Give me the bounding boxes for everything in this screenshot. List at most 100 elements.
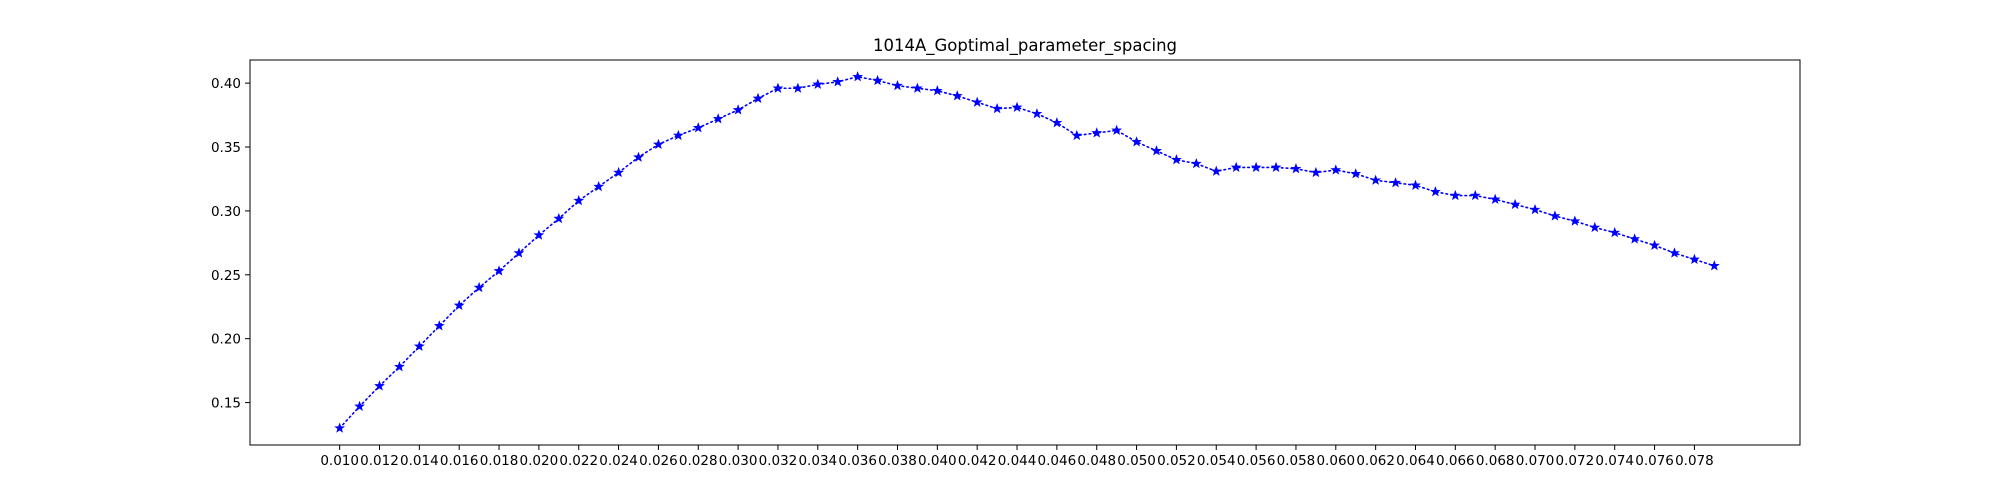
data-point [1210, 165, 1222, 176]
x-tick-label: 0.022 [559, 453, 598, 469]
data-point [1689, 253, 1700, 265]
x-tick-label: 0.044 [998, 453, 1037, 469]
y-tick-label: 0.20 [211, 332, 241, 348]
x-tick-label: 0.026 [639, 453, 678, 469]
x-tick-label: 0.056 [1237, 453, 1276, 469]
data-point [1669, 247, 1680, 258]
x-tick-label: 0.024 [599, 453, 638, 469]
data-point [1489, 193, 1501, 204]
data-point [1270, 161, 1282, 173]
data-point [1051, 117, 1063, 128]
x-tick-label: 0.046 [1038, 453, 1077, 469]
data-point [971, 96, 983, 107]
data-point [493, 265, 505, 276]
data-point [1071, 129, 1083, 141]
x-tick-label: 0.016 [440, 453, 479, 469]
data-point [712, 113, 724, 124]
data-point [912, 82, 923, 93]
data-point [832, 76, 844, 87]
x-tick-label: 0.036 [838, 453, 877, 469]
data-point [1131, 136, 1142, 147]
data-point [951, 90, 963, 101]
x-tick-label: 0.058 [1277, 453, 1316, 469]
data-point [513, 247, 525, 258]
y-axis: 0.15 0.20 0.25 0.30 0.35 0.40 [211, 76, 250, 412]
x-tick-label: 0.010 [320, 453, 359, 469]
data-point [593, 180, 605, 192]
data-point [613, 166, 624, 178]
data-point [852, 71, 864, 82]
y-tick-label: 0.15 [211, 396, 241, 412]
x-tick-label: 0.032 [759, 453, 798, 469]
data-point [1031, 108, 1043, 119]
data-point [1529, 203, 1541, 215]
data-point [1589, 221, 1601, 233]
data-point [812, 78, 824, 89]
data-point [1469, 189, 1481, 201]
x-tick-label: 0.038 [878, 453, 917, 469]
data-point [672, 129, 684, 141]
data-point [653, 138, 664, 150]
x-tick-label: 0.054 [1197, 453, 1236, 469]
data-point [1310, 166, 1322, 178]
data-point [394, 361, 405, 372]
chart-title: 1014A_Goptimal_parameter_spacing [873, 36, 1177, 56]
x-tick-label: 0.048 [1077, 453, 1116, 469]
data-point [1111, 124, 1123, 135]
y-tick-label: 0.25 [211, 268, 241, 284]
data-point [374, 380, 385, 391]
data-point [1629, 233, 1641, 244]
data-point [1708, 260, 1720, 271]
data-point [1190, 157, 1202, 169]
data-point [1370, 174, 1382, 185]
data-point [1390, 177, 1401, 188]
data-point [1569, 215, 1581, 226]
data-point [1290, 163, 1302, 174]
data-point [1410, 179, 1421, 190]
series-layer [334, 71, 1720, 433]
x-tick-label: 0.020 [520, 453, 559, 469]
data-point [334, 422, 346, 433]
data-point [1609, 226, 1621, 238]
y-tick-label: 0.30 [211, 204, 241, 220]
data-point [633, 151, 644, 162]
data-point [1649, 239, 1660, 250]
x-tick-label: 0.042 [958, 453, 997, 469]
data-point [1350, 168, 1362, 179]
x-tick-label: 0.050 [1117, 453, 1156, 469]
data-point [931, 85, 943, 96]
data-point [892, 80, 903, 91]
data-point [692, 122, 704, 133]
x-tick-label: 0.052 [1157, 453, 1196, 469]
x-tick-label: 0.072 [1556, 453, 1595, 469]
data-point [533, 229, 545, 240]
y-tick-label: 0.35 [211, 140, 241, 156]
x-tick-label: 0.040 [918, 453, 957, 469]
x-axis: 0.010 0.012 0.014 0.016 0.018 0.020 0.022 0.024… [320, 445, 1714, 469]
data-point [413, 340, 425, 351]
data-point [872, 74, 883, 86]
data-point [1011, 101, 1023, 112]
x-tick-label: 0.068 [1476, 453, 1515, 469]
data-point [433, 320, 445, 331]
x-tick-label: 0.012 [360, 453, 399, 469]
data-point [991, 103, 1003, 114]
y-tick-label: 0.40 [211, 76, 241, 92]
data-point [752, 92, 764, 104]
data-point [1509, 198, 1521, 210]
data-point [1151, 145, 1162, 156]
data-point [792, 82, 804, 93]
data-point [1171, 154, 1182, 165]
plot-frame [249, 59, 1801, 446]
data-point [1430, 186, 1441, 197]
x-tick-label: 0.014 [400, 453, 439, 469]
x-tick-label: 0.034 [798, 453, 837, 469]
data-point [354, 400, 365, 411]
x-tick-label: 0.060 [1316, 453, 1355, 469]
data-point [1449, 189, 1461, 201]
data-point [1091, 127, 1103, 138]
data-point [453, 299, 465, 311]
